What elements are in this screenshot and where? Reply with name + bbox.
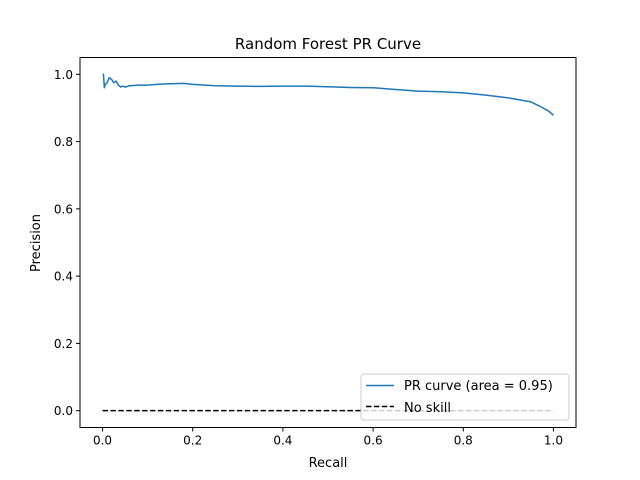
- x-tick-label: 0.2: [183, 434, 202, 448]
- legend-label-pr-curve: PR curve (area = 0.95): [404, 379, 553, 394]
- y-tick-label: 0.2: [54, 337, 73, 351]
- x-axis-label: Recall: [309, 456, 348, 471]
- legend-box: [360, 373, 570, 421]
- y-tick-label: 0.4: [54, 270, 73, 284]
- axes-frame: [79, 57, 577, 428]
- x-tick-label: 0.0: [93, 434, 112, 448]
- legend: PR curve (area = 0.95) No skill: [360, 373, 570, 421]
- chart-title: Random Forest PR Curve: [235, 35, 421, 53]
- y-tick-label: 0.6: [54, 202, 73, 216]
- legend-label-no-skill: No skill: [404, 401, 451, 416]
- x-tick-label: 0.6: [364, 434, 383, 448]
- x-tick-label: 1.0: [544, 434, 563, 448]
- y-axis-label: Precision: [29, 214, 44, 272]
- pr-curve-line: [102, 73, 554, 116]
- x-tick-label: 0.8: [454, 434, 473, 448]
- x-tick-label: 0.4: [273, 434, 292, 448]
- axis-ticks: 0.0 0.2 0.4 0.6 0.8 1.0 0.0 0.2 0.4 0.6 0.8 1.0: [54, 68, 563, 448]
- y-tick-label: 1.0: [54, 68, 73, 82]
- y-tick-label: 0.0: [54, 404, 73, 418]
- y-tick-label: 0.8: [54, 135, 73, 149]
